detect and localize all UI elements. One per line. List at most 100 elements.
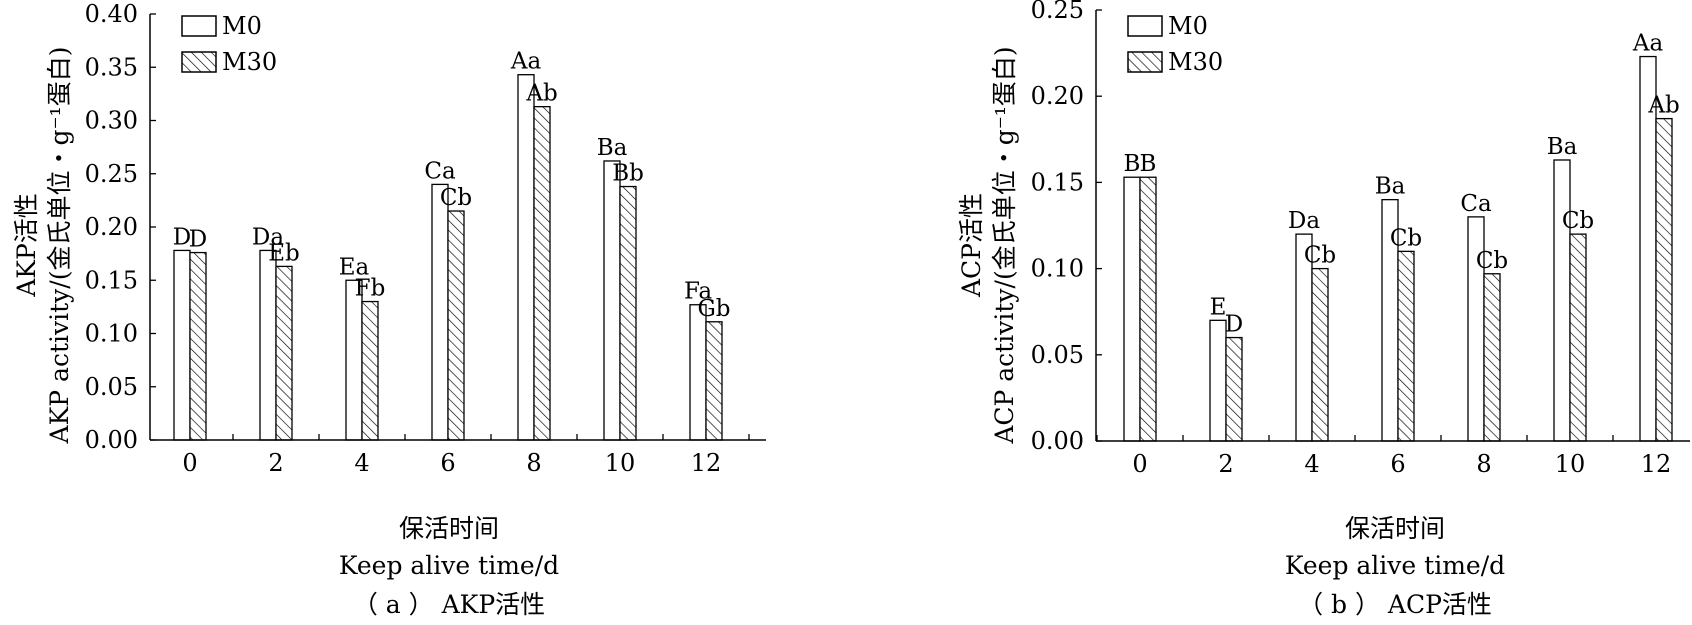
bar-label-m30-4: Fb xyxy=(355,276,386,302)
bar-label-m0-0: D xyxy=(173,224,191,250)
bar-label-m30-12: Gb xyxy=(697,296,730,322)
bar-m30-4 xyxy=(1311,267,1329,442)
x-tick-label: 2 xyxy=(268,449,283,477)
bar-m30-8 xyxy=(533,106,551,441)
panel-b-axes: 0.00 0.05 0.10 0.15 0.20 0.25 0 2 4 6 8 10 12 xyxy=(1031,0,1690,478)
bar-m30-2 xyxy=(1225,336,1243,442)
panel-a-xlabel-cn: 保活时间 xyxy=(399,514,499,543)
bar-label-m0-2: Da xyxy=(252,224,284,250)
bar-label-m0-8: Ca xyxy=(1460,191,1492,217)
y-tick-label: 0.40 xyxy=(85,0,138,28)
legend-label-m0: M0 xyxy=(222,12,262,40)
bar-m30-10 xyxy=(1569,233,1587,442)
panel-b-caption: （ b ） ACP活性 xyxy=(1298,590,1492,619)
bar-label-m30-0: B xyxy=(1140,151,1157,177)
bar-label-m30-8: Ab xyxy=(525,81,557,107)
y-tick-label: 0.10 xyxy=(85,320,138,348)
bar-label-m0-6: Ba xyxy=(1375,174,1406,200)
bar-label-m0-6: Ca xyxy=(424,158,456,184)
legend-swatch-m30 xyxy=(181,51,217,73)
x-tick-label: 12 xyxy=(1641,450,1672,478)
y-tick-label: 0.20 xyxy=(1031,82,1084,110)
y-tick-label: 0.10 xyxy=(1031,255,1084,283)
bar-label-m30-8: Cb xyxy=(1476,248,1508,274)
bar-m30-0 xyxy=(1139,176,1157,442)
bar-m0-6 xyxy=(431,183,449,441)
panel-a-caption: （ a ） AKP活性 xyxy=(353,590,545,619)
bar-label-m30-6: Cb xyxy=(1390,225,1422,251)
y-tick-label: 0.20 xyxy=(85,213,138,241)
y-tick-label: 0.30 xyxy=(85,107,138,135)
bar-m0-2 xyxy=(259,249,277,441)
x-tick-label: 12 xyxy=(691,449,722,477)
bar-m30-12 xyxy=(1655,117,1673,442)
y-tick-label: 0.05 xyxy=(85,373,138,401)
x-tick-label: 0 xyxy=(182,449,197,477)
bar-label-m30-2: D xyxy=(1225,312,1243,338)
y-tick-label: 0.00 xyxy=(1031,427,1084,455)
bar-label-m30-10: Cb xyxy=(1562,208,1594,234)
x-tick-label: 8 xyxy=(526,449,541,477)
legend-label-m0: M0 xyxy=(1168,12,1208,40)
bar-label-m30-4: Cb xyxy=(1304,243,1336,269)
bar-m30-10 xyxy=(619,185,637,441)
bar-label-m30-12: Ab xyxy=(1647,93,1679,119)
bar-m30-0 xyxy=(189,251,207,441)
bar-m0-10 xyxy=(1553,159,1571,442)
bar-m30-12 xyxy=(705,321,723,441)
panel-a-legend: M0 M30 xyxy=(181,12,277,76)
bar-label-m0-8: Aa xyxy=(510,49,542,75)
bar-label-m30-6: Cb xyxy=(440,185,472,211)
bar-m30-2 xyxy=(275,265,293,441)
bar-m0-4 xyxy=(345,279,363,441)
bar-m0-12 xyxy=(689,304,707,441)
legend-label-m30: M30 xyxy=(1168,48,1223,76)
x-tick-label: 4 xyxy=(1304,450,1319,478)
bar-label-m0-4: Da xyxy=(1288,208,1320,234)
bar-m0-8 xyxy=(517,74,535,441)
x-tick-label: 2 xyxy=(1218,450,1233,478)
panel-a-ylabel-cn: AKP活性 xyxy=(12,193,41,298)
legend-swatch-m0 xyxy=(1127,15,1163,37)
panel-b: B B ED Da Cb Ba Cb Ca Cb Ba Cb Aa Ab 0.00 0.05 0.10 0.1… xyxy=(957,0,1690,619)
y-tick-label: 0.15 xyxy=(1031,168,1084,196)
x-tick-label: 0 xyxy=(1132,450,1147,478)
x-tick-label: 10 xyxy=(1555,450,1586,478)
panel-b-legend: M0 M30 xyxy=(1127,12,1223,76)
bar-m0-0 xyxy=(173,249,191,441)
bar-m0-2 xyxy=(1209,319,1227,442)
bar-label-m0-12: Aa xyxy=(1632,31,1664,57)
panel-b-xlabel-cn: 保活时间 xyxy=(1345,514,1445,543)
y-tick-label: 0.25 xyxy=(85,160,138,188)
x-tick-label: 6 xyxy=(1390,450,1405,478)
legend-swatch-m0 xyxy=(181,15,217,37)
bar-m30-6 xyxy=(1397,250,1415,442)
bar-m0-0 xyxy=(1123,176,1141,442)
bar-label-m30-0: D xyxy=(189,227,207,253)
bar-label-m0-12: Fa xyxy=(684,279,712,305)
panel-a-ylabel-en: AKP activity/(金氏单位・g⁻¹蛋白) xyxy=(45,47,74,445)
bar-label-m0-0: B xyxy=(1124,151,1141,177)
bar-m30-8 xyxy=(1483,273,1501,442)
panel-b-xlabel-en: Keep alive time/d xyxy=(1285,551,1505,580)
bar-label-m30-10: Bb xyxy=(612,161,644,187)
panel-b-bars: B B ED Da Cb Ba Cb Ca Cb Ba Cb Aa Ab xyxy=(1123,31,1680,442)
bar-label-m0-10: Ba xyxy=(597,135,628,161)
x-tick-label: 6 xyxy=(440,449,455,477)
y-tick-label: 0.00 xyxy=(85,426,138,454)
legend-label-m30: M30 xyxy=(222,48,277,76)
bar-label-m0-2: E xyxy=(1210,294,1227,320)
y-tick-label: 0.35 xyxy=(85,53,138,81)
bar-m30-6 xyxy=(447,210,465,441)
x-tick-label: 10 xyxy=(605,449,636,477)
y-tick-label: 0.15 xyxy=(85,266,138,294)
bar-label-m0-10: Ba xyxy=(1547,134,1578,160)
panel-a-xlabel-en: Keep alive time/d xyxy=(339,551,559,580)
bar-label-m30-2: Eb xyxy=(268,240,300,266)
x-tick-label: 8 xyxy=(1476,450,1491,478)
y-tick-label: 0.25 xyxy=(1031,0,1084,24)
y-tick-label: 0.05 xyxy=(1031,341,1084,369)
